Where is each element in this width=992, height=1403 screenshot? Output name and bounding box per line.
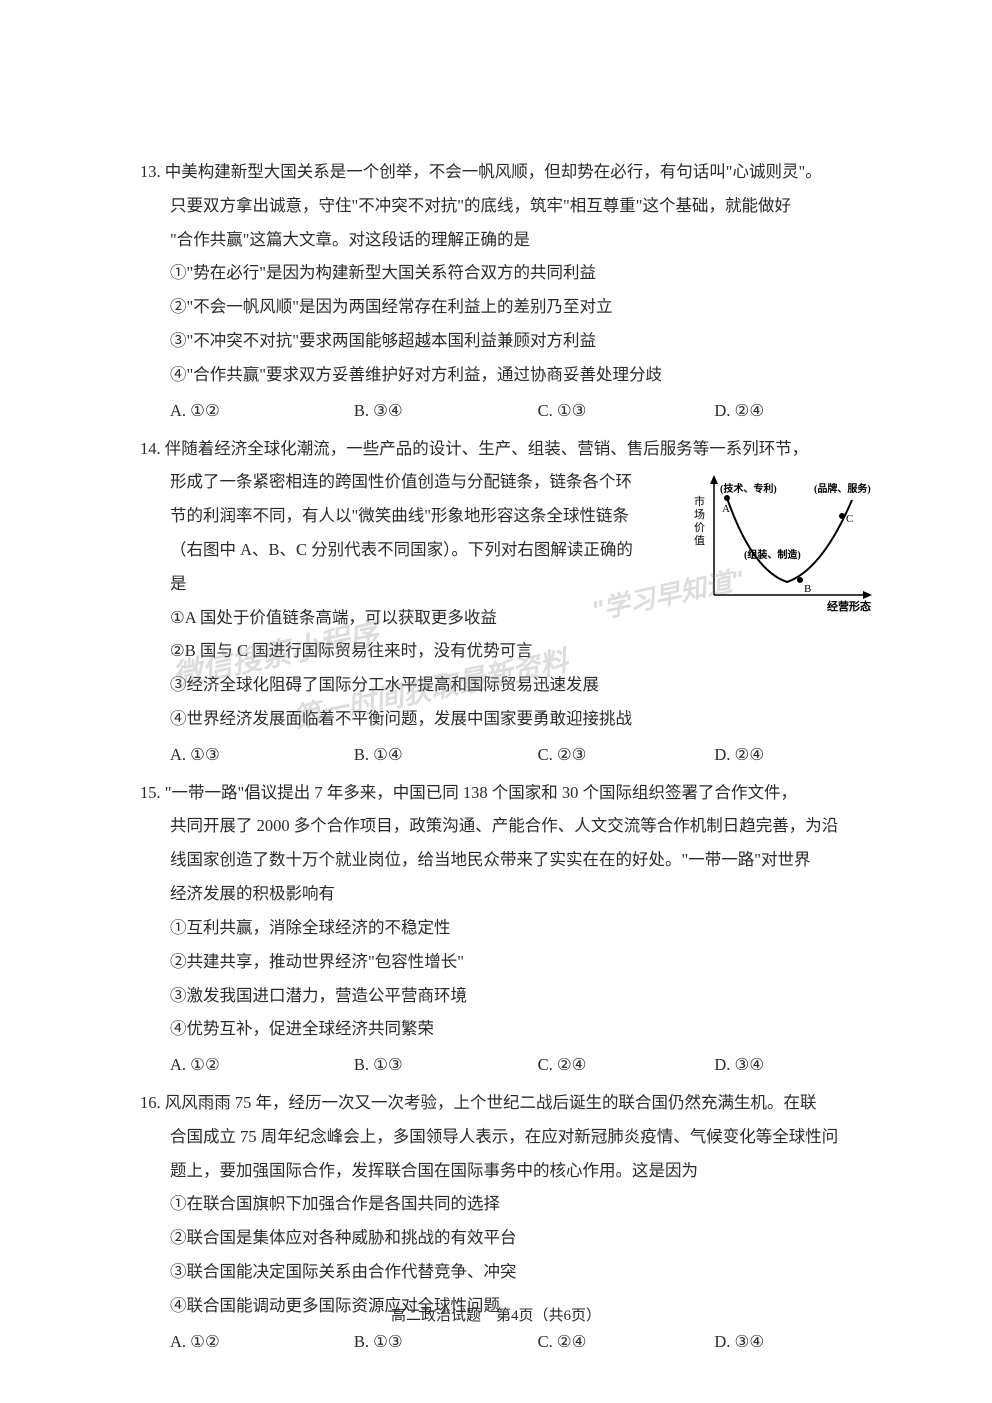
- label-point-a: A: [722, 503, 730, 515]
- q15-choice2: ②共建共享，推动世界经济"包容性增长": [140, 945, 877, 979]
- q15-options: A. ①② B. ①③ C. ②④ D. ③④: [140, 1048, 877, 1082]
- q16-option-c: C. ②④: [538, 1325, 715, 1359]
- q15-stem-line4: 经济发展的积极影响有: [140, 877, 877, 911]
- q13-stem-line3: "合作共赢"这篇大文章。对这段话的理解正确的是: [140, 223, 877, 257]
- smile-curve: [727, 498, 852, 582]
- q16-number: 16.: [140, 1093, 161, 1112]
- y-label-2: 场: [694, 507, 705, 521]
- q15-option-d: D. ③④: [714, 1048, 877, 1082]
- q13-stem-line1: 中美构建新型大国关系是一个创举，不会一帆风顺，但却势在必行，有句话叫"心诚则灵"…: [165, 162, 822, 181]
- q14-stem-line4: （右图中 A、B、C 分别代表不同国家）。下列对右图解读正确的: [140, 533, 685, 567]
- q15-stem-line1: "一带一路"倡议提出 7 年多来，中国已同 138 个国家和 30 个国际组织签…: [165, 783, 797, 802]
- y-axis-arrow: [710, 475, 718, 484]
- q14-option-b: B. ①④: [354, 738, 538, 772]
- x-label: 经营形态: [827, 599, 871, 613]
- q15-choice1: ①互利共赢，消除全球经济的不稳定性: [140, 911, 877, 945]
- q14-choice3: ③经济全球化阻碍了国际分工水平提高和国际贸易迅速发展: [140, 668, 877, 702]
- q16-choice3: ③联合国能决定国际关系由合作代替竞争、冲突: [140, 1255, 877, 1289]
- q15-number: 15.: [140, 783, 161, 802]
- q13-stem-line2: 只要双方拿出诚意，守住"不冲突不对抗"的底线，筑牢"相互尊重"这个基础，就能做好: [140, 189, 877, 223]
- q14-option-d: D. ②④: [714, 738, 877, 772]
- q15-option-a: A. ①②: [170, 1048, 354, 1082]
- q14-choice2: ②B 国与 C 国进行国际贸易往来时，没有优势可言: [140, 634, 685, 668]
- q15-choice3: ③激发我国进口潜力，营造公平营商环境: [140, 979, 877, 1013]
- q13-choice3: ③"不冲突不对抗"要求两国能够超越本国利益兼顾对方利益: [140, 324, 877, 358]
- q15-stem-line2: 共同开展了 2000 多个合作项目，政策沟通、产能合作、人文交流等合作机制日趋完…: [140, 809, 877, 843]
- q15-stem-line1-wrap: 15. "一带一路"倡议提出 7 年多来，中国已同 138 个国家和 30 个国…: [140, 776, 877, 810]
- q15-option-c: C. ②④: [538, 1048, 715, 1082]
- q14-stem-line1-wrap: 14. 伴随着经济全球化潮流，一些产品的设计、生产、组装、营销、售后服务等一系列…: [140, 432, 877, 466]
- q15-option-b: B. ①③: [354, 1048, 538, 1082]
- q15-choice4: ④优势互补，促进全球经济共同繁荣: [140, 1012, 877, 1046]
- question-15: 15. "一带一路"倡议提出 7 年多来，中国已同 138 个国家和 30 个国…: [140, 776, 877, 1082]
- q14-option-c: C. ②③: [538, 738, 715, 772]
- q16-choice1: ①在联合国旗帜下加强合作是各国共同的选择: [140, 1187, 877, 1221]
- point-b: [797, 577, 803, 583]
- q13-option-a: A. ①②: [170, 394, 354, 428]
- y-label-3: 价: [694, 521, 705, 534]
- chart-svg: 市 场 价 值 A B C (技术、专利) (品牌、服务) (组装、制造) 经营…: [692, 470, 877, 625]
- y-label-4: 值: [694, 534, 705, 547]
- page-footer: 高二政治试题 第4页（共6页）: [0, 1304, 992, 1325]
- q14-number: 14.: [140, 439, 161, 458]
- q16-option-d: D. ③④: [714, 1325, 877, 1359]
- q13-number: 13.: [140, 162, 161, 181]
- q14-stem-line2: 形成了一条紧密相连的跨国性价值创造与分配链条，链条各个环: [140, 465, 685, 499]
- point-c: [839, 513, 845, 519]
- q16-stem-line1-wrap: 16. 风风雨雨 75 年，经历一次又一次考验，上个世纪二战后诞生的联合国仍然充…: [140, 1086, 877, 1120]
- q16-stem-line1: 风风雨雨 75 年，经历一次又一次考验，上个世纪二战后诞生的联合国仍然充满生机。…: [165, 1093, 817, 1112]
- point-a: [724, 495, 730, 501]
- label-a-text: (技术、专利): [720, 482, 777, 495]
- exam-page: 13. 中美构建新型大国关系是一个创举，不会一帆风顺，但却势在必行，有句话叫"心…: [0, 0, 992, 1403]
- q13-choice2: ②"不会一帆风顺"是因为两国经常存在利益上的差别乃至对立: [140, 290, 877, 324]
- x-axis-arrow: [863, 591, 872, 599]
- q14-choice4: ④世界经济发展面临着不平衡问题，发展中国家要勇敢迎接挑战: [140, 702, 877, 736]
- q13-option-d: D. ②④: [714, 394, 877, 428]
- q14-stem-line5: 是: [140, 567, 685, 601]
- q14-options: A. ①③ B. ①④ C. ②③ D. ②④: [140, 738, 877, 772]
- label-b-text: (组装、制造): [744, 548, 801, 561]
- label-point-c: C: [846, 513, 853, 525]
- q13-option-b: B. ③④: [354, 394, 538, 428]
- q14-choice1: ①A 国处于价值链条高端，可以获取更多收益: [140, 601, 685, 635]
- question-13: 13. 中美构建新型大国关系是一个创举，不会一帆风顺，但却势在必行，有句话叫"心…: [140, 155, 877, 428]
- label-point-b: B: [804, 583, 811, 595]
- q15-stem-line3: 线国家创造了数十万个就业岗位，给当地民众带来了实实在在的好处。"一带一路"对世界: [140, 843, 877, 877]
- question-14: 14. 伴随着经济全球化潮流，一些产品的设计、生产、组装、营销、售后服务等一系列…: [140, 432, 877, 772]
- label-c-text: (品牌、服务): [814, 482, 871, 495]
- smile-curve-chart: 市 场 价 值 A B C (技术、专利) (品牌、服务) (组装、制造) 经营…: [692, 470, 877, 625]
- q16-stem-line3: 题上，要加强国际合作，发挥联合国在国际事务中的核心作用。这是因为: [140, 1154, 877, 1188]
- y-label-1: 市: [694, 494, 705, 508]
- q16-options: A. ①② B. ①③ C. ②④ D. ③④: [140, 1325, 877, 1359]
- q16-stem-line2: 合国成立 75 周年纪念峰会上，多国领导人表示，在应对新冠肺炎疫情、气候变化等全…: [140, 1120, 877, 1154]
- q16-option-a: A. ①②: [170, 1325, 354, 1359]
- q16-choice2: ②联合国是集体应对各种威胁和挑战的有效平台: [140, 1221, 877, 1255]
- q13-option-c: C. ①③: [538, 394, 715, 428]
- q13-choice4: ④"合作共赢"要求双方妥善维护好对方利益，通过协商妥善处理分歧: [140, 358, 877, 392]
- q14-left-block: 形成了一条紧密相连的跨国性价值创造与分配链条，链条各个环 节的利润率不同，有人以…: [140, 465, 685, 668]
- q14-option-a: A. ①③: [170, 738, 354, 772]
- q14-stem-line3: 节的利润率不同，有人以"微笑曲线"形象地形容这条全球性链条: [140, 499, 685, 533]
- q13-choice1: ①"势在必行"是因为构建新型大国关系符合双方的共同利益: [140, 256, 877, 290]
- q14-stem-line1: 伴随着经济全球化潮流，一些产品的设计、生产、组装、营销、售后服务等一系列环节，: [165, 439, 809, 458]
- q13-stem: 13. 中美构建新型大国关系是一个创举，不会一帆风顺，但却势在必行，有句话叫"心…: [140, 155, 877, 189]
- q16-option-b: B. ①③: [354, 1325, 538, 1359]
- q13-options: A. ①② B. ③④ C. ①③ D. ②④: [140, 394, 877, 428]
